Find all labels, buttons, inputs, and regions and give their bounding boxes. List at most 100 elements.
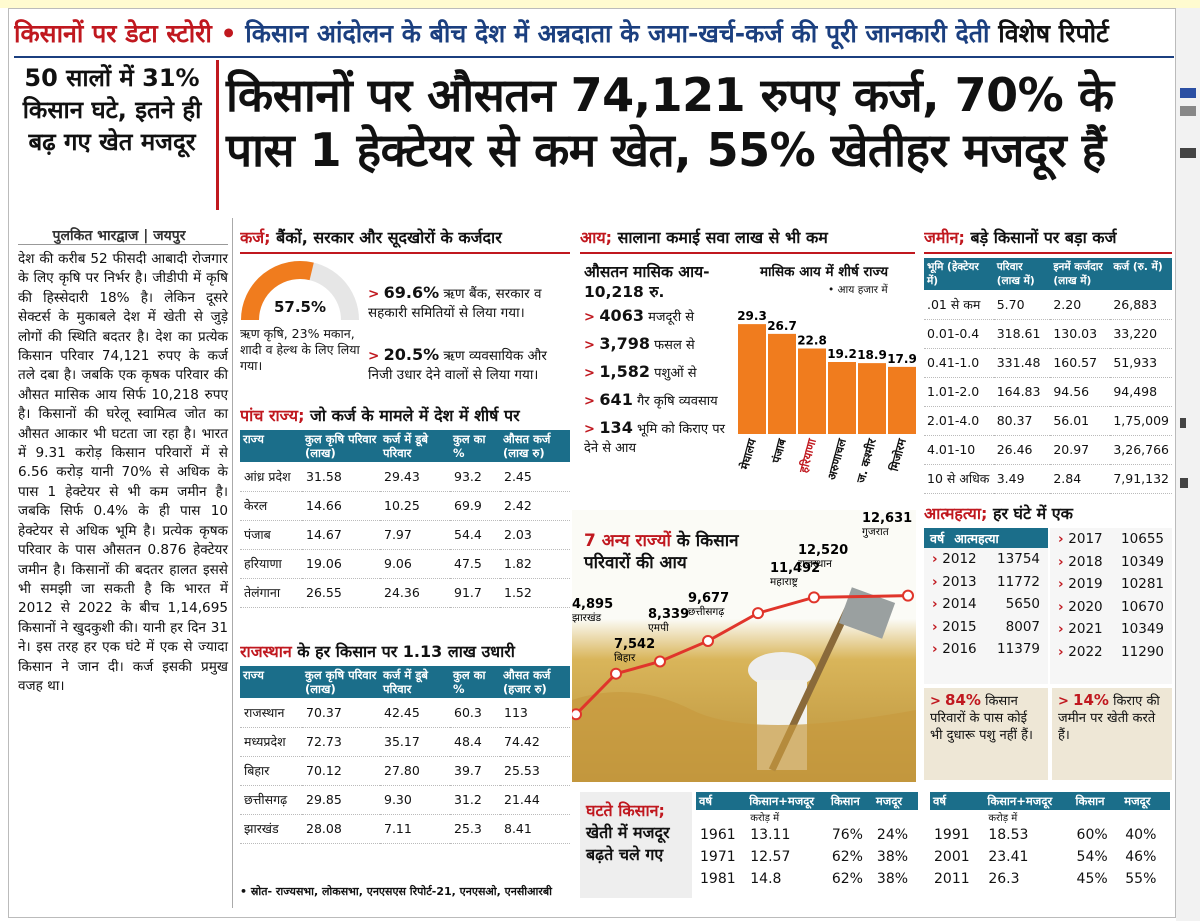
arrow-icon: > [584,338,600,353]
stat-box-2: > 14% किराए की जमीन पर खेती करते हैं। [1052,688,1172,780]
col-header: कर्ज में डूबे परिवार [380,430,450,462]
table-cell: आंध्र प्रदेश [240,462,302,492]
line-value-label: 9,677 [688,591,729,606]
table-cell: 45% [1076,871,1108,887]
decline-title: घटते किसान; खेती में मजदूर बढ़ते चले गए [580,792,692,874]
income-source-label: फसल से [650,338,695,353]
table-cell: 21.44 [500,785,570,815]
year-value: 2012 [942,551,977,567]
suicide-head-red: आत्महत्या; [924,504,988,523]
income-source-label: गैर कृषि व्यवसाय [632,394,718,409]
table-cell: 1971 [700,849,736,865]
table-cell: 91.7 [450,578,500,608]
land-header-row: भूमि (हेक्टेयर में) परिवार (लाख में) इनम… [924,258,1172,290]
table-cell: 62% [831,871,863,887]
arrow-icon: › [1058,531,1069,547]
table-cell: 2.84 [1050,464,1111,494]
table-cell: मध्यप्रदेश [240,727,302,757]
income-section-head: आय; सालाना कमाई सवा लाख से भी कम [580,226,915,250]
year-value: 2016 [942,641,977,657]
rajasthan-head-black: के हर किसान पर 1.13 लाख उधारी [291,642,515,661]
income-source-item: > 4063 मजदूरी से [584,306,732,327]
table-cell: 25.53 [500,756,570,786]
loan-bullet-2-text: ऋण व्यवसायिक और निजी उधार देने वालों से … [368,348,547,383]
line-point [572,708,582,721]
table-cell: पंजाब [240,520,302,550]
gauge-percent: 57.5% [273,298,327,316]
table-cell: 42.45 [380,698,450,728]
table-cell: 31.58 [302,462,380,492]
bar [768,333,796,434]
bar-value-label: 26.7 [767,319,797,333]
five-states-row: केरल 14.66 10.25 69.9 2.42 [240,491,570,521]
table-cell: 24.36 [380,578,450,608]
table-cell: 8.41 [500,814,570,844]
table-cell: केरल [240,491,302,521]
table-cell: 26.55 [302,578,380,608]
table-cell: 38% [876,849,909,865]
headline-divider [216,60,219,210]
count-value: 8007 [1005,618,1040,635]
count-value: 10281 [1121,576,1164,592]
rajasthan-head: राजस्थान के हर किसान पर 1.13 लाख उधारी [240,640,570,664]
col-header: भूमि (हेक्टेयर में) [924,258,994,290]
table-cell: 130.03 [1050,319,1111,349]
table-cell: 27.80 [380,756,450,786]
count-value: 10349 [1121,621,1164,637]
table-cell: 46% [1125,849,1157,865]
line-point [654,655,666,668]
year-cell: › 2019 [1058,573,1103,596]
table-cell: 14.67 [302,520,380,550]
bar-category-label: अरुणाचल [824,436,849,481]
headline-line-1: किसानों पर औसतन 74,121 रुपए कर्ज, 70% के [226,68,1114,122]
line-category-label: गुजरात [862,526,890,538]
table-cell: 12.57 [750,849,791,865]
table-cell: 93.2 [450,462,500,492]
line-value-label: 8,339 [648,607,689,622]
line-point [752,607,764,620]
income-source-label: पशुओं से [650,366,697,381]
income-source-label: भूमि को किराए पर देने से आय [584,422,725,456]
land-row: 1.01-2.0 164.83 94.56 94,498 [924,377,1172,407]
land-row: 2.01-4.0 80.37 56.01 1,75,009 [924,406,1172,436]
table-cell: 18.53 [988,827,1029,843]
land-row: 0.01-0.4 318.61 130.03 33,220 [924,319,1172,349]
suicide-row: › 2019 10281 [1050,573,1172,596]
table-cell: 54.4 [450,520,500,550]
right-sidebar-strip [1176,8,1200,921]
table-cell: 3.49 [993,464,1051,494]
col-header: किसान+मजदूर [746,792,828,810]
table-cell: 7.11 [380,814,450,844]
table-cell: राजस्थान [240,698,302,728]
land-row: 0.41-1.0 331.48 160.57 51,933 [924,348,1172,378]
decline-row: 1971 12.57 62% 38% [696,846,918,868]
bar-category-label: हरियाणा [796,436,819,475]
table-cell: 23.41 [988,849,1029,865]
loan-bullet-2: > 20.5% ऋण व्यवसायिक और निजी उधार देने व… [368,345,547,383]
table-cell: 1.82 [500,549,570,579]
column-rule [232,218,233,908]
income-source-value: 4063 [599,306,644,325]
land-rule [924,252,1172,254]
arrow-icon: > [584,394,600,409]
bar [738,324,766,434]
loan-gauge [241,261,359,321]
col-header: कुल कृषि परिवार (लाख) [302,666,380,698]
count-value: 13754 [997,551,1040,567]
rajasthan-row: बिहार 70.12 27.80 39.7 25.53 [240,756,570,786]
five-states-table: राज्य कुल कृषि परिवार (लाख) कर्ज में डूब… [240,430,570,608]
decline-row: 1981 14.8 62% 38% [696,868,918,890]
table-cell: तेलंगाना [240,578,302,608]
income-source-value: 3,798 [599,334,651,353]
land-row: 4.01-10 26.46 20.97 3,26,766 [924,435,1172,465]
col-header: औसत कर्ज (हजार रु) [500,666,570,698]
table-cell: 9.06 [380,549,450,579]
table-cell: 1.52 [500,578,570,608]
table-cell: 60.3 [450,698,500,728]
line-category-label: बिहार [614,651,636,664]
line-category-label: छत्तीसगढ़ [688,605,725,618]
article-body: देश की करीब 52 फीसदी आबादी रोजगार के लिए… [18,251,228,694]
kicker-black: विशेष रिपोर्ट [998,19,1109,48]
rajasthan-row: मध्यप्रदेश 72.73 35.17 48.4 74.42 [240,727,570,757]
table-cell: 74.42 [500,727,570,757]
